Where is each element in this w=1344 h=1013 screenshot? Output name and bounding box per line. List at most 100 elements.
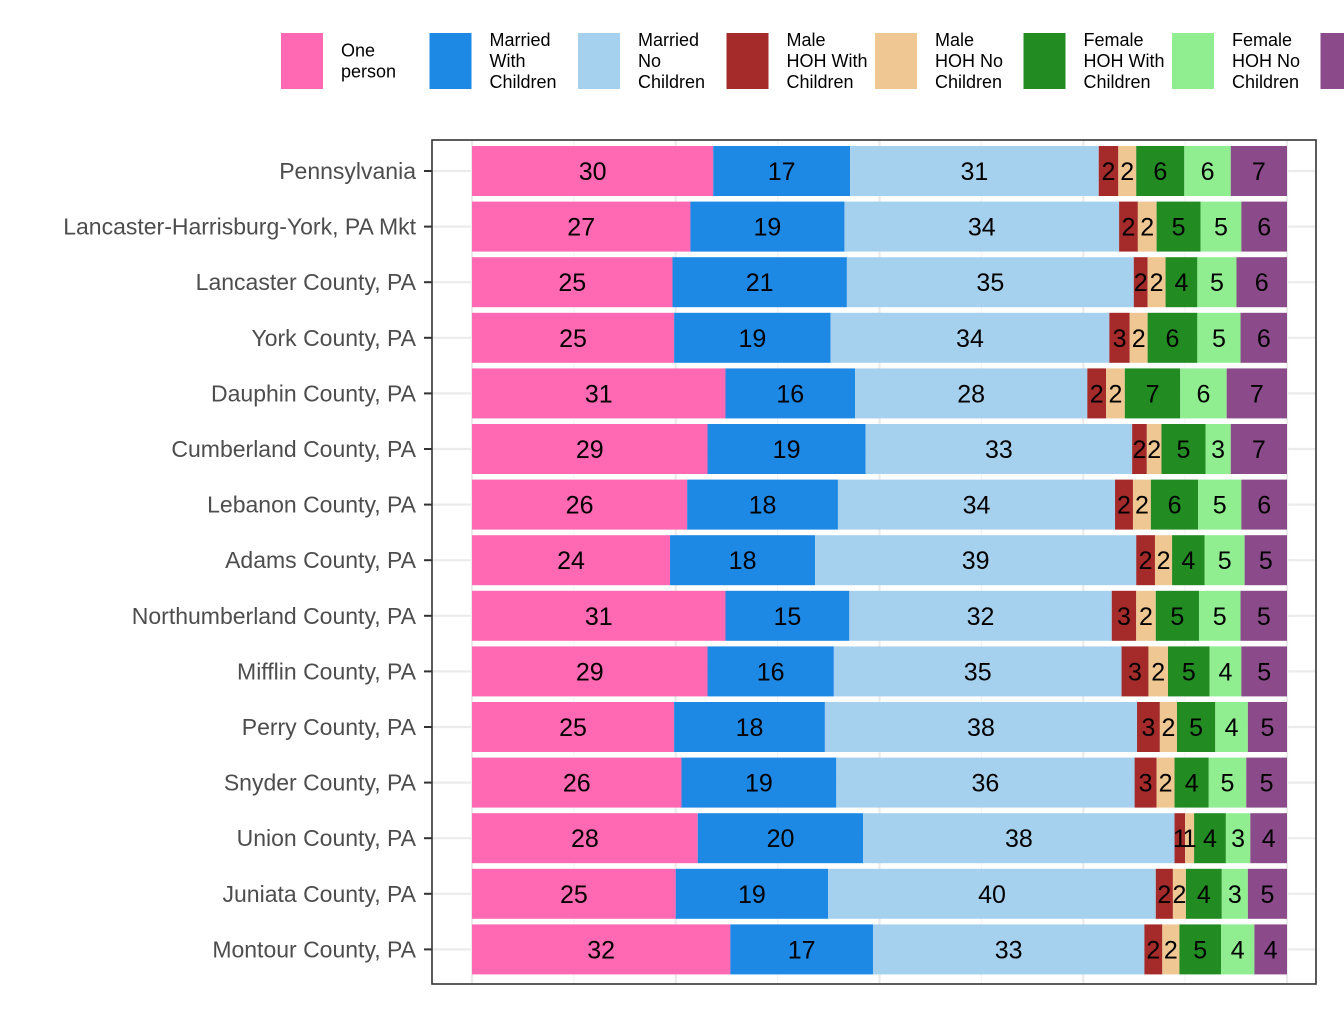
bar-value-label: 27 <box>567 214 595 242</box>
legend-label: HOH With <box>1084 51 1165 71</box>
legend-label: No <box>638 51 661 71</box>
bar-value-label: 36 <box>972 770 1000 798</box>
bar-value-label: 18 <box>736 714 764 742</box>
y-axis-tick-label: Pennsylvania <box>279 158 416 184</box>
bar-value-label: 5 <box>1257 658 1271 686</box>
bar-value-label: 4 <box>1225 714 1239 742</box>
bar-value-label: 2 <box>1151 658 1165 686</box>
bar-value-label: 5 <box>1214 214 1228 242</box>
bar-value-label: 21 <box>746 269 774 297</box>
legend-key <box>1172 33 1214 89</box>
bar-value-label: 5 <box>1177 436 1191 464</box>
bar-value-label: 40 <box>978 881 1006 909</box>
bar-value-label: 2 <box>1120 158 1134 186</box>
bar-value-label: 3 <box>1141 714 1155 742</box>
bar-value-label: 5 <box>1210 269 1224 297</box>
bar-value-label: 2 <box>1140 214 1154 242</box>
bar-value-label: 19 <box>738 325 766 353</box>
y-axis-tick-label: Perry County, PA <box>242 714 417 740</box>
bar-value-label: 3 <box>1231 825 1245 853</box>
bar-value-label: 31 <box>585 380 613 408</box>
bar-value-label: 4 <box>1185 770 1199 798</box>
legend-key <box>875 33 917 89</box>
bar-value-label: 7 <box>1250 380 1264 408</box>
legend-key <box>1321 33 1344 89</box>
bar-value-label: 5 <box>1259 547 1273 575</box>
bar-value-label: 5 <box>1193 936 1207 964</box>
bar-value-label: 5 <box>1172 214 1186 242</box>
legend-label: Children <box>490 72 557 92</box>
bar-value-label: 4 <box>1231 936 1245 964</box>
bar-value-label: 6 <box>1168 492 1182 520</box>
bar-value-label: 4 <box>1262 825 1276 853</box>
bar-value-label: 26 <box>566 492 594 520</box>
y-axis-tick-label: Cumberland County, PA <box>171 436 416 462</box>
bar-value-label: 2 <box>1150 269 1164 297</box>
legend-key <box>727 33 769 89</box>
bar-value-label: 2 <box>1108 380 1122 408</box>
bar-value-label: 38 <box>1005 825 1033 853</box>
bar-value-label: 2 <box>1146 936 1160 964</box>
y-axis-tick-label: Lancaster County, PA <box>196 269 417 295</box>
legend-label: One <box>341 41 375 61</box>
bar-value-label: 34 <box>968 214 996 242</box>
bar-value-label: 6 <box>1257 214 1271 242</box>
bar-value-label: 18 <box>729 547 757 575</box>
y-axis-tick-label: Montour County, PA <box>212 936 416 962</box>
bar-value-label: 2 <box>1132 325 1146 353</box>
bar-value-label: 2 <box>1159 770 1173 798</box>
bar-value-label: 2 <box>1147 436 1161 464</box>
bar-value-label: 39 <box>962 547 990 575</box>
legend-label: Children <box>787 72 854 92</box>
bar-value-label: 30 <box>579 158 607 186</box>
bar-value-label: 17 <box>768 158 796 186</box>
bar-value-label: 16 <box>757 658 785 686</box>
bar-value-label: 24 <box>557 547 585 575</box>
bar-value-label: 4 <box>1219 658 1233 686</box>
bar-value-label: 28 <box>957 380 985 408</box>
y-axis: Pennsylvania Lancaster-Harrisburg-York, P… <box>63 158 432 962</box>
legend-label: HOH No <box>1232 51 1300 71</box>
bar-value-label: 2 <box>1133 436 1147 464</box>
bar-value-label: 25 <box>559 325 587 353</box>
bar-value-label: 5 <box>1221 770 1235 798</box>
bar-value-label: 18 <box>749 492 777 520</box>
bar-value-label: 5 <box>1212 325 1226 353</box>
bar-value-label: 19 <box>738 881 766 909</box>
bar-value-label: 3 <box>1117 603 1131 631</box>
bar-value-label: 26 <box>563 770 591 798</box>
legend-key <box>1024 33 1066 89</box>
legend-label: With <box>490 51 526 71</box>
bar-value-label: 35 <box>964 658 992 686</box>
bar-value-label: 34 <box>963 492 991 520</box>
legend-label: HOH No <box>935 51 1003 71</box>
y-axis-tick-label: Adams County, PA <box>225 547 417 573</box>
legend: OnepersonMarriedWithChildrenMarriedNoChi… <box>281 30 1344 92</box>
y-axis-tick-label: Lancaster-Harrisburg-York, PA Mkt <box>63 214 416 240</box>
bar-value-label: 2 <box>1135 492 1149 520</box>
bar-value-label: 2 <box>1172 881 1186 909</box>
bar-value-label: 38 <box>967 714 995 742</box>
bar-value-label: 25 <box>560 881 588 909</box>
bar-value-label: 2 <box>1090 380 1104 408</box>
bar-value-label: 1 <box>1183 825 1197 853</box>
bar-value-label: 4 <box>1181 547 1195 575</box>
bar-value-label: 6 <box>1257 492 1271 520</box>
legend-label: person <box>341 62 396 82</box>
bar-value-label: 20 <box>767 825 795 853</box>
legend-label: Female <box>1084 30 1144 50</box>
bar-value-label: 4 <box>1197 881 1211 909</box>
bar-value-label: 6 <box>1255 269 1269 297</box>
y-axis-tick-label: Juniata County, PA <box>223 881 417 907</box>
bar-value-label: 5 <box>1260 770 1274 798</box>
bar-value-label: 2 <box>1139 603 1153 631</box>
bar-value-label: 3 <box>1139 770 1153 798</box>
bar-value-label: 6 <box>1153 158 1167 186</box>
bar-value-label: 32 <box>967 603 995 631</box>
bar-value-label: 7 <box>1146 380 1160 408</box>
y-axis-tick-label: Lebanon County, PA <box>207 492 417 518</box>
y-axis-tick-label: Snyder County, PA <box>224 770 417 796</box>
bar-value-label: 33 <box>985 436 1013 464</box>
